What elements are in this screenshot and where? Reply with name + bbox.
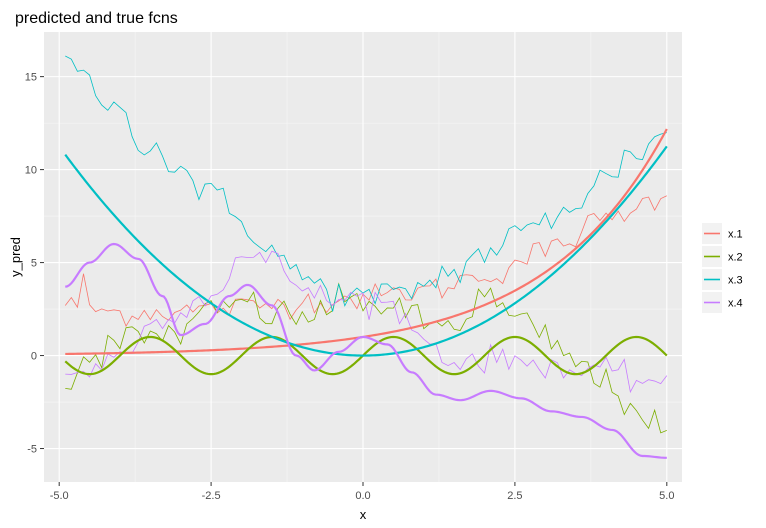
x-tick-label: 5.0	[659, 490, 674, 502]
x-tick-label: -5.0	[50, 490, 69, 502]
x-axis-title: x	[360, 507, 367, 522]
y-tick-label: 0	[31, 351, 37, 363]
series-x.4-true-line	[65, 242, 667, 459]
series-x.1-pred-line	[64, 195, 667, 328]
y-tick-label: -5	[27, 444, 37, 456]
legend-label-x.2: x.2	[728, 252, 743, 264]
series-x.3-pred-line	[65, 55, 667, 312]
legend-label-x.1: x.1	[728, 229, 743, 241]
x-tick-label: -2.5	[202, 490, 221, 502]
tick-labels: -5.0 -2.5 0.0 2.5 5.0 -5 0 5 10 15	[25, 72, 675, 502]
series-lines	[64, 55, 668, 459]
legend-label-x.4: x.4	[728, 298, 743, 310]
y-axis-title: y_pred	[8, 237, 23, 277]
legend-label-x.3: x.3	[728, 275, 743, 287]
series-x.2-true-line	[64, 335, 668, 376]
chart-title: predicted and true fcns	[15, 10, 178, 27]
x-tick-label: 2.5	[507, 490, 522, 502]
y-tick-label: 15	[25, 72, 37, 84]
axis-ticks	[40, 76, 668, 486]
legend: x.1 x.2 x.3 x.4	[702, 222, 754, 314]
series-x.3-true-line	[64, 145, 668, 357]
y-tick-label: 5	[31, 258, 37, 270]
series-x.4-pred-line	[65, 250, 668, 394]
y-tick-label: 10	[25, 165, 37, 177]
x-tick-label: 0.0	[355, 490, 370, 502]
